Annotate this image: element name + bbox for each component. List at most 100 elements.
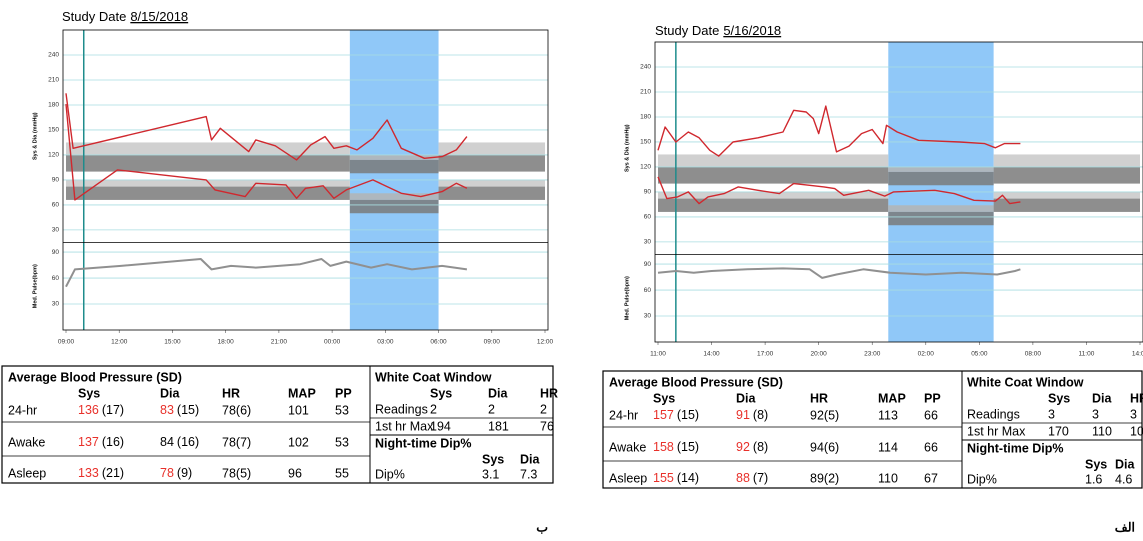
cell: 110: [1092, 424, 1112, 438]
cell: 66: [924, 408, 938, 422]
cell: 155 (14): [653, 471, 699, 485]
cell: 2: [540, 402, 547, 416]
cell: 194: [430, 419, 451, 433]
cell: 137 (16): [78, 435, 124, 449]
y-tick-label: 90: [52, 177, 60, 184]
panel-label: ب: [536, 520, 548, 534]
cell: 67: [924, 471, 938, 485]
cell: 78(5): [222, 466, 251, 480]
row-label: Readings: [967, 407, 1020, 421]
column-header: HR: [222, 386, 240, 400]
cell-value: 91: [736, 408, 750, 422]
cell-value: 137: [78, 435, 99, 449]
cell: 91 (8): [736, 408, 768, 422]
bp-line: [65, 93, 468, 161]
row-label: Asleep: [609, 471, 647, 485]
y-tick-label: 120: [640, 164, 651, 171]
table-title: Average Blood Pressure (SD): [8, 370, 182, 384]
target-band: [438, 179, 545, 187]
column-header: HR: [1130, 391, 1143, 405]
y-axis-label: Sys & Dia (mmHg): [32, 112, 38, 160]
target-band: [438, 154, 545, 172]
cell: 3: [1048, 407, 1055, 421]
target-band: [888, 166, 994, 172]
cell-sd: (8): [753, 408, 768, 422]
column-header: PP: [335, 386, 352, 400]
column-header: Dia: [1092, 391, 1113, 405]
cell: 53: [335, 403, 349, 417]
cell-sd: (14): [677, 471, 699, 485]
cell: 3: [1092, 407, 1099, 421]
column-header: Sys: [1085, 457, 1107, 471]
target-band: [658, 191, 889, 199]
cell-value: 78: [160, 466, 174, 480]
cell-value: 92: [736, 440, 750, 454]
row-label: Asleep: [8, 466, 46, 480]
row-label: 1st hr Max: [967, 424, 1026, 438]
bp-line: [657, 176, 1021, 205]
column-header: MAP: [878, 391, 906, 405]
cell: 92 (8): [736, 440, 768, 454]
cell-value: 84: [160, 435, 174, 449]
column-header: Sys: [482, 452, 504, 466]
cell: 181: [488, 419, 509, 433]
x-tick-label: 08:00: [1025, 351, 1042, 358]
target-band: [658, 198, 889, 212]
cell-value: 157: [653, 408, 674, 422]
y-tick-label: 210: [48, 77, 59, 84]
cell: 113: [878, 408, 898, 422]
target-band: [993, 154, 1140, 167]
target-band: [349, 199, 439, 214]
pulse-line: [65, 258, 468, 288]
y-tick-label: 30: [644, 239, 652, 246]
column-header: HR: [540, 386, 558, 400]
x-tick-label: 09:00: [484, 339, 501, 346]
target-band: [66, 154, 350, 172]
pulse-line: [657, 267, 1021, 279]
y-tick-label: 210: [640, 89, 651, 96]
x-tick-label: 21:00: [271, 339, 288, 346]
x-tick-label: 14:00: [1132, 351, 1143, 358]
target-band: [993, 191, 1140, 199]
y-tick-label: 180: [640, 114, 651, 121]
cell: 101: [288, 403, 309, 417]
title-label: Study Date: [655, 23, 719, 38]
y2-tick-label: 60: [52, 275, 60, 282]
target-band: [888, 205, 994, 212]
cell: 133 (21): [78, 466, 124, 480]
cell: 3.1: [482, 467, 499, 481]
target-band: [66, 179, 350, 187]
cell-sd: (21): [102, 466, 124, 480]
cell: 83 (15): [160, 403, 199, 417]
column-header: Dia: [488, 386, 509, 400]
target-band: [349, 154, 439, 160]
cell: 84 (16): [160, 435, 199, 449]
cell: 96: [288, 466, 302, 480]
column-header: Dia: [520, 452, 541, 466]
cell: 102: [288, 435, 309, 449]
cell: 55: [335, 466, 349, 480]
column-header: Dia: [160, 386, 181, 400]
cell: 92(5): [810, 408, 839, 422]
x-tick-label: 02:00: [918, 351, 935, 358]
x-tick-label: 09:00: [58, 339, 75, 346]
table-frame: [602, 370, 1143, 489]
cell-value: 136: [78, 403, 99, 417]
y-tick-label: 30: [52, 227, 60, 234]
x-tick-label: 14:00: [703, 351, 720, 358]
cell-value: 133: [78, 466, 99, 480]
cell-value: 83: [160, 403, 174, 417]
chart-title: Study Date 8/15/2018: [62, 9, 188, 24]
x-tick-label: 06:00: [430, 339, 447, 346]
x-tick-label: 03:00: [377, 339, 394, 346]
cell-sd: (8): [753, 440, 768, 454]
plot-area: [655, 42, 1143, 342]
x-tick-label: 11:00: [650, 351, 666, 358]
target-band: [993, 198, 1140, 212]
cell-sd: (16): [102, 435, 124, 449]
cell: 157 (15): [653, 408, 699, 422]
cell: 170: [1048, 424, 1069, 438]
panel-label: الف: [1115, 520, 1135, 534]
